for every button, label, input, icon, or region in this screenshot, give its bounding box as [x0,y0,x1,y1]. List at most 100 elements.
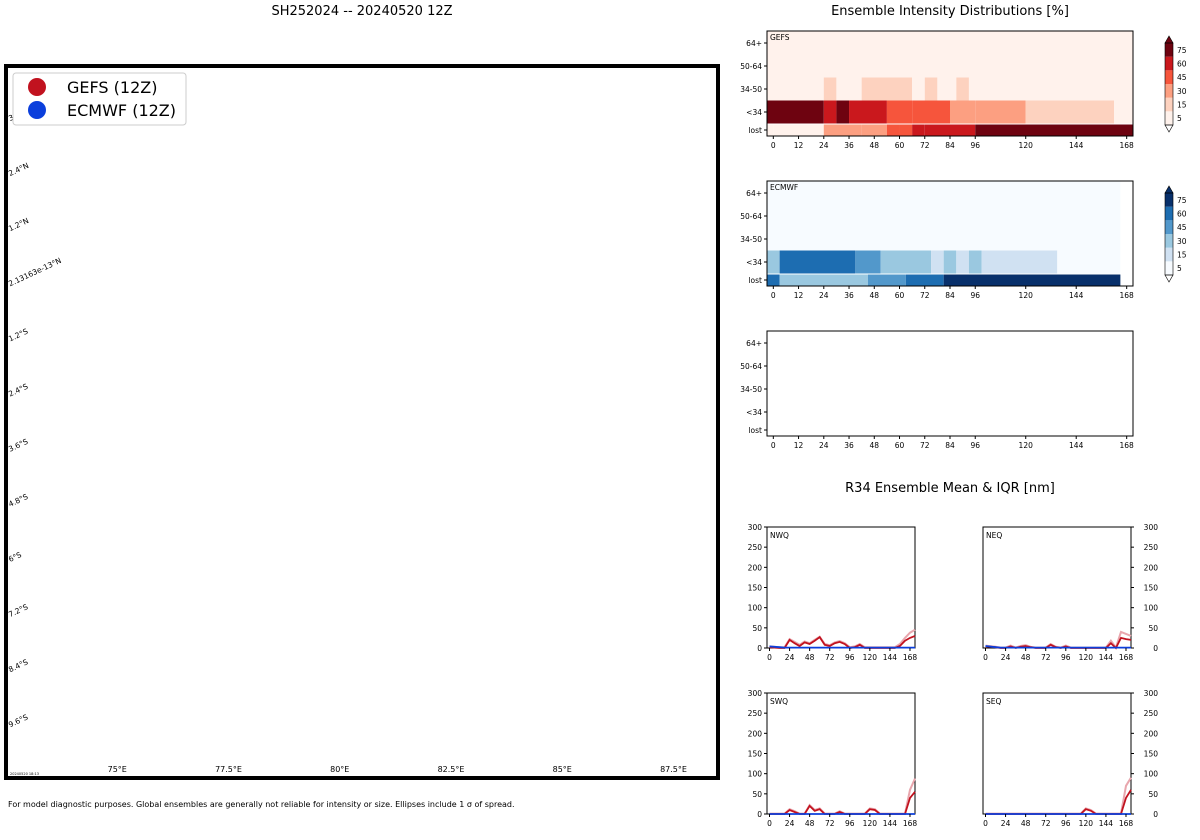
x-tick-label: 48 [1021,819,1031,828]
y-tick-label: 250 [1144,543,1159,552]
x-tick-label: 72 [1041,819,1051,828]
gefs-intensity-cell [767,31,1133,55]
x-tick-label: 72 [920,141,930,150]
x-tick-label: 144 [1099,819,1114,828]
colorbar-level: 45 [1177,223,1187,232]
colorbar-level: 5 [1177,264,1182,273]
y-tick-label: 150 [1144,584,1159,593]
x-tick-label: 36 [844,141,854,150]
row-label: 34-50 [740,85,762,94]
ecmwf-intensity-cell [943,250,957,274]
x-tick-label: 144 [1069,441,1084,450]
gefs-intensity-cell [886,124,900,136]
ecmwf-intensity-colorbar-swatch [1165,247,1173,262]
row-label: <34 [746,408,762,417]
gefs-intensity-cell [767,54,1133,78]
x-tick-label: 72 [1041,653,1051,662]
r34-neq-frame [982,526,1132,649]
gefs-intensity-cell [773,124,824,136]
y-tick-label: 50 [752,624,762,633]
ecmwf-intensity-cell [767,227,1121,251]
gefs-intensity-cell [937,77,957,101]
gefs-intensity-cell [1114,100,1133,124]
x-tick-label: 12 [794,441,804,450]
legend-label: ECMWF (12Z) [67,101,176,120]
x-tick-label: 72 [920,291,930,300]
x-tick-label: 120 [1019,141,1034,150]
x-tick-label: 48 [870,441,880,450]
x-tick-label: 72 [825,653,835,662]
gefs-intensity-colorbar-swatch [1165,97,1173,112]
intensity-panels: GEFS 64+ 50-64 34-50 <34 lost 0 12 24 36 48 60 72 84 9… [740,30,1187,450]
intensity-title: Ensemble Intensity Distributions [%] [831,4,1069,19]
row-label: 64+ [746,339,762,348]
x-tick-label: 24 [1001,653,1011,662]
x-tick-label: 12 [794,291,804,300]
y-tick-label: 0 [1153,810,1158,819]
x-tick-label: 84 [945,291,955,300]
x-tick-label: 120 [863,819,878,828]
x-tick-label: 120 [1019,291,1034,300]
legend-label: GEFS (12Z) [67,78,157,97]
gefs-intensity-colorbar-swatch [1165,56,1173,71]
x-tick-label: 0 [983,819,988,828]
y-tick-label: 250 [748,709,763,718]
ecmwf-intensity-cell [880,250,932,274]
gefs-intensity-cell [849,100,887,124]
colorbar-level: 45 [1177,73,1187,82]
y-tick-label: 0 [757,644,762,653]
colorbar-level: 75 [1177,46,1187,55]
track-map[interactable]: 012243648275°E77.5°E80°E82.5°E85°E87.5°E… [0,0,724,790]
ecmwf-intensity-colorbar-swatch [1165,234,1173,248]
ecmwf-intensity-cell [956,250,969,274]
colorbar-level: 15 [1177,251,1187,260]
x-tick-label: 120 [1019,441,1034,450]
gefs-intensity-cell [956,77,969,101]
x-tick-label: 60 [895,441,905,450]
y-tick-label: 100 [748,770,763,779]
y-tick-label: 100 [748,604,763,613]
gefs-intensity-cell [823,100,837,124]
x-tick-label: 24 [1001,819,1011,828]
colorbar-cap [1164,35,1174,44]
x-tick-label: 96 [845,653,855,662]
y-tick-label: 0 [757,810,762,819]
legend-marker-ecmwf [28,101,46,119]
ecmwf-intensity-cell [1057,250,1121,274]
gefs-intensity-cell [823,124,862,136]
map-frame [4,64,720,780]
x-tick-label: 168 [1120,141,1135,150]
x-tick-label: 168 [1120,441,1135,450]
gefs-intensity-cell [836,77,862,101]
x-tick-label: 168 [1120,291,1135,300]
x-tick-label: 96 [970,441,980,450]
gefs-intensity-cell [899,124,913,136]
colorbar-level: 30 [1177,87,1187,96]
ecmwf-intensity-cell [767,181,1121,205]
x-tick-label: 48 [870,141,880,150]
x-tick-label: 96 [970,291,980,300]
lon-tick-label: 75°E [108,765,127,774]
ecmwf-intensity-colorbar-swatch [1165,220,1173,234]
colorbar-frame [1164,192,1174,276]
r34-seq-frame [982,692,1132,815]
r34-swq-label: SWQ [770,697,788,706]
y-tick-label: 100 [1144,604,1159,613]
gefs-intensity-cell [924,77,938,101]
gefs-intensity-cell [767,124,774,136]
x-tick-label: 144 [1069,291,1084,300]
gefs-intensity-cell [975,124,1133,136]
map-stamp: 20240520 18:13 [10,772,39,776]
y-tick-label: 150 [748,584,763,593]
r34-swq-frame [766,692,916,815]
gefs-intensity-colorbar-swatch [1165,43,1173,57]
gefs-intensity-cell [1025,100,1115,124]
y-tick-label: 200 [1144,729,1159,738]
x-tick-label: 36 [844,441,854,450]
x-tick-label: 48 [1021,653,1031,662]
colorbar-cap [1164,185,1174,194]
ecmwf-intensity-cell [943,274,1121,286]
gefs-intensity-cell [975,100,1026,124]
ecmwf-intensity-cell [981,250,1058,274]
ecmwf-intensity-cell [905,274,944,286]
